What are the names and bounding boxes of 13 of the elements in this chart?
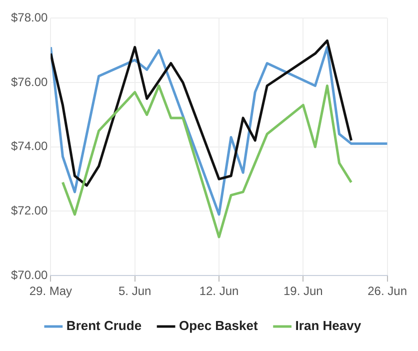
x-tick-label: 29. May bbox=[29, 284, 72, 298]
x-tick-label: 5. Jun bbox=[118, 284, 152, 298]
x-tick-label: 26. Jun bbox=[368, 284, 408, 298]
y-tick-label: $72.00 bbox=[11, 204, 48, 218]
legend-label: Opec Basket bbox=[179, 318, 258, 334]
y-tick-label: $74.00 bbox=[11, 139, 48, 154]
legend-label: Brent Crude bbox=[66, 318, 142, 334]
y-tick-label: $78.00 bbox=[11, 10, 48, 25]
legend-label: Iran Heavy bbox=[295, 318, 362, 334]
y-tick-label: $76.00 bbox=[11, 74, 48, 89]
x-tick-label: 12. Jun bbox=[199, 284, 239, 298]
x-tick-label: 19. Jun bbox=[283, 284, 323, 298]
y-tick-label: $70.00 bbox=[11, 268, 48, 282]
